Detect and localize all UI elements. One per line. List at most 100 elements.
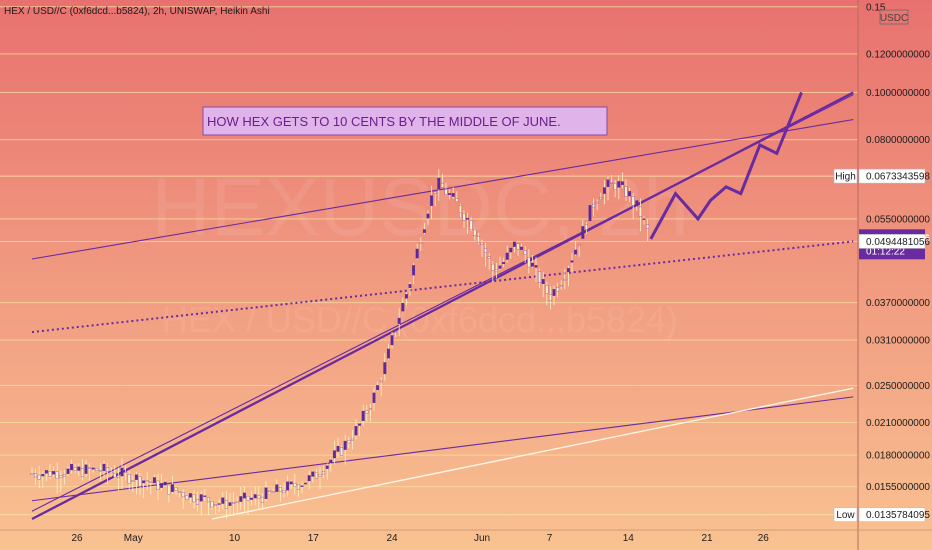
candle-body: [379, 380, 383, 383]
y-tick-label: 0.0250000000: [866, 381, 930, 392]
candle-body: [437, 177, 441, 190]
candle-body: [73, 467, 77, 471]
candle-body: [109, 471, 113, 474]
candle-body: [386, 348, 390, 359]
candle-body: [397, 317, 401, 324]
marker-low-tag: Low: [836, 510, 855, 521]
candle-body: [253, 494, 257, 499]
candle-body: [106, 467, 110, 472]
candle-body: [282, 490, 286, 494]
candle-body: [44, 470, 48, 474]
candle-body: [192, 494, 196, 503]
candle-body: [296, 484, 300, 490]
candle-body: [289, 481, 293, 485]
candle-body: [322, 471, 326, 475]
candle-body: [37, 474, 41, 480]
candle-body: [329, 459, 333, 463]
candle-body: [383, 362, 387, 375]
candle-body: [214, 504, 218, 506]
candle-body: [548, 294, 552, 301]
candle-body: [361, 410, 365, 421]
candle-body: [113, 472, 117, 478]
candle-body: [635, 200, 639, 207]
trendline-channel-upper[interactable]: [31, 118, 854, 260]
candle-body: [613, 183, 617, 190]
candle-body: [599, 197, 603, 200]
candle-body: [134, 474, 138, 480]
candle-body: [538, 271, 542, 283]
candle-body: [563, 278, 567, 281]
candle-body: [178, 490, 182, 493]
candle-body: [484, 248, 488, 253]
candle-body: [487, 256, 491, 259]
candle-body: [592, 203, 596, 208]
candle-body: [602, 187, 606, 194]
watermark-pair: HEX / USD//C (0xf6dcd...b5824): [162, 299, 678, 340]
candle-body: [185, 495, 189, 500]
candle-body: [581, 226, 585, 239]
currency-badge-label: USDC: [880, 13, 908, 24]
marker-high-price: 0.0673343598: [866, 172, 930, 183]
candle-body: [566, 268, 570, 273]
time-axis[interactable]: 26 May 10 17 24 Jun 7 14 21 26: [71, 533, 769, 544]
candle-body: [574, 249, 578, 255]
x-tick-label: 7: [547, 533, 553, 544]
marker-line-bg: [858, 234, 926, 249]
marker-line-price: 0.0494481056: [866, 237, 930, 248]
marker-current-countdown: 01:12:22: [866, 246, 905, 257]
candle-body: [98, 470, 102, 472]
candle-body: [188, 493, 192, 498]
candle-body: [170, 484, 174, 492]
candle-body: [174, 487, 178, 491]
candle-body: [412, 265, 416, 276]
candle-body: [217, 503, 221, 505]
x-tick-label: 14: [623, 533, 635, 544]
candle-body: [120, 467, 124, 477]
candle-body: [466, 217, 470, 220]
candle-body: [476, 235, 480, 243]
candle-body: [343, 440, 347, 450]
price-markers: 0.0673343598High0.049701298601:12:220.04…: [833, 168, 930, 522]
x-tick-label: 21: [701, 533, 713, 544]
candle-body: [304, 482, 308, 485]
candle-body: [455, 198, 459, 202]
candle-body: [350, 438, 354, 441]
candle-body: [556, 287, 560, 292]
trendline-channel-lower[interactable]: [31, 94, 854, 512]
marker-low-bg: [858, 507, 926, 522]
candle-body: [509, 247, 513, 253]
candle-body: [52, 471, 56, 475]
currency-badge-border: [879, 9, 909, 25]
marker-high-tag-bg: [833, 168, 858, 184]
candle-body: [584, 224, 588, 230]
trendlines[interactable]: [31, 91, 854, 521]
candle-body: [232, 502, 236, 504]
y-tick-label: 0.0370000000: [866, 298, 930, 309]
trendline-light-trend[interactable]: [211, 387, 854, 520]
candle-body: [541, 279, 545, 285]
trendline-lower-long[interactable]: [31, 396, 854, 502]
price-axis[interactable]: 0.15 0.1200000000 0.1000000000 0.0800000000…: [866, 2, 930, 493]
candle-body: [336, 445, 340, 452]
candle-body: [545, 285, 549, 294]
projection[interactable]: [649, 91, 803, 240]
candle-body: [512, 241, 516, 247]
candle-body: [620, 181, 624, 186]
candle-body: [80, 468, 84, 478]
marker-low-price: 0.0135784095: [866, 510, 930, 521]
candle-body: [577, 244, 581, 247]
y-tick-label: 0.0180000000: [866, 451, 930, 462]
candle-body: [520, 246, 524, 250]
candle-body: [462, 213, 466, 221]
y-tick-label: 0.1000000000: [866, 88, 930, 99]
candle-body: [340, 447, 344, 456]
annotation-box[interactable]: HOW HEX GETS TO 10 CENTS BY THE MIDDLE O…: [202, 106, 608, 136]
y-tick-label: 0.0210000000: [866, 418, 930, 429]
projection-path[interactable]: [649, 91, 803, 240]
candle-body: [160, 483, 164, 488]
candle-body: [138, 476, 142, 487]
candle-body: [617, 181, 621, 188]
